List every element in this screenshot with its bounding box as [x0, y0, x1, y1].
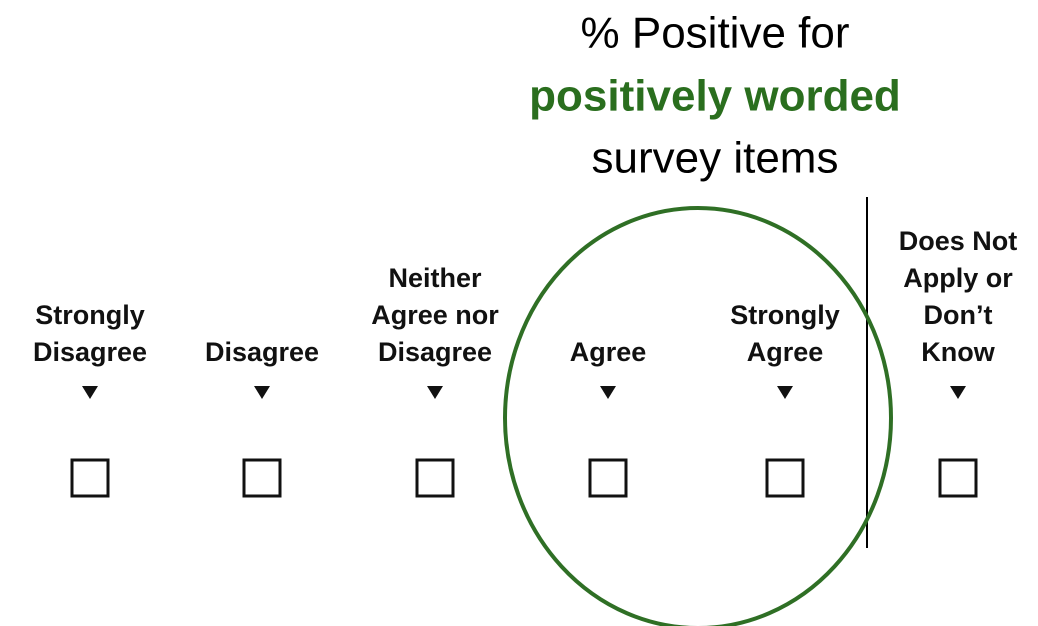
option-label: Strongly: [35, 300, 145, 330]
option-label: Agree nor: [371, 300, 499, 330]
arrow: [777, 386, 793, 399]
checkbox[interactable]: [242, 458, 282, 498]
arrow: [254, 386, 270, 399]
option-label: Disagree: [378, 337, 492, 367]
option-label: Does Not: [899, 226, 1018, 256]
highlight-ellipse: [503, 206, 893, 626]
checkbox[interactable]: [938, 458, 978, 498]
option-label: Agree: [570, 337, 647, 367]
option-label: Don’t: [924, 300, 993, 330]
option-label: Know: [921, 337, 995, 367]
option-label: Disagree: [33, 337, 147, 367]
checkbox[interactable]: [588, 458, 628, 498]
option-label: Neither: [388, 263, 482, 293]
option-label: Apply or: [903, 263, 1013, 293]
option-label: Agree: [747, 337, 824, 367]
header-line: % Positive for: [581, 9, 850, 58]
arrow: [600, 386, 616, 399]
arrow: [950, 386, 966, 399]
arrow: [427, 386, 443, 399]
option-label: Strongly: [730, 300, 840, 330]
header-line: survey items: [592, 134, 839, 183]
arrow: [82, 386, 98, 399]
option-label: Disagree: [205, 337, 319, 367]
options: Strongly Disagree Disagree Neither Agree nor…: [33, 226, 1018, 498]
header-line-emphasis: positively worded: [529, 72, 901, 121]
checkbox[interactable]: [765, 458, 805, 498]
checkbox[interactable]: [415, 458, 455, 498]
checkbox[interactable]: [70, 458, 110, 498]
